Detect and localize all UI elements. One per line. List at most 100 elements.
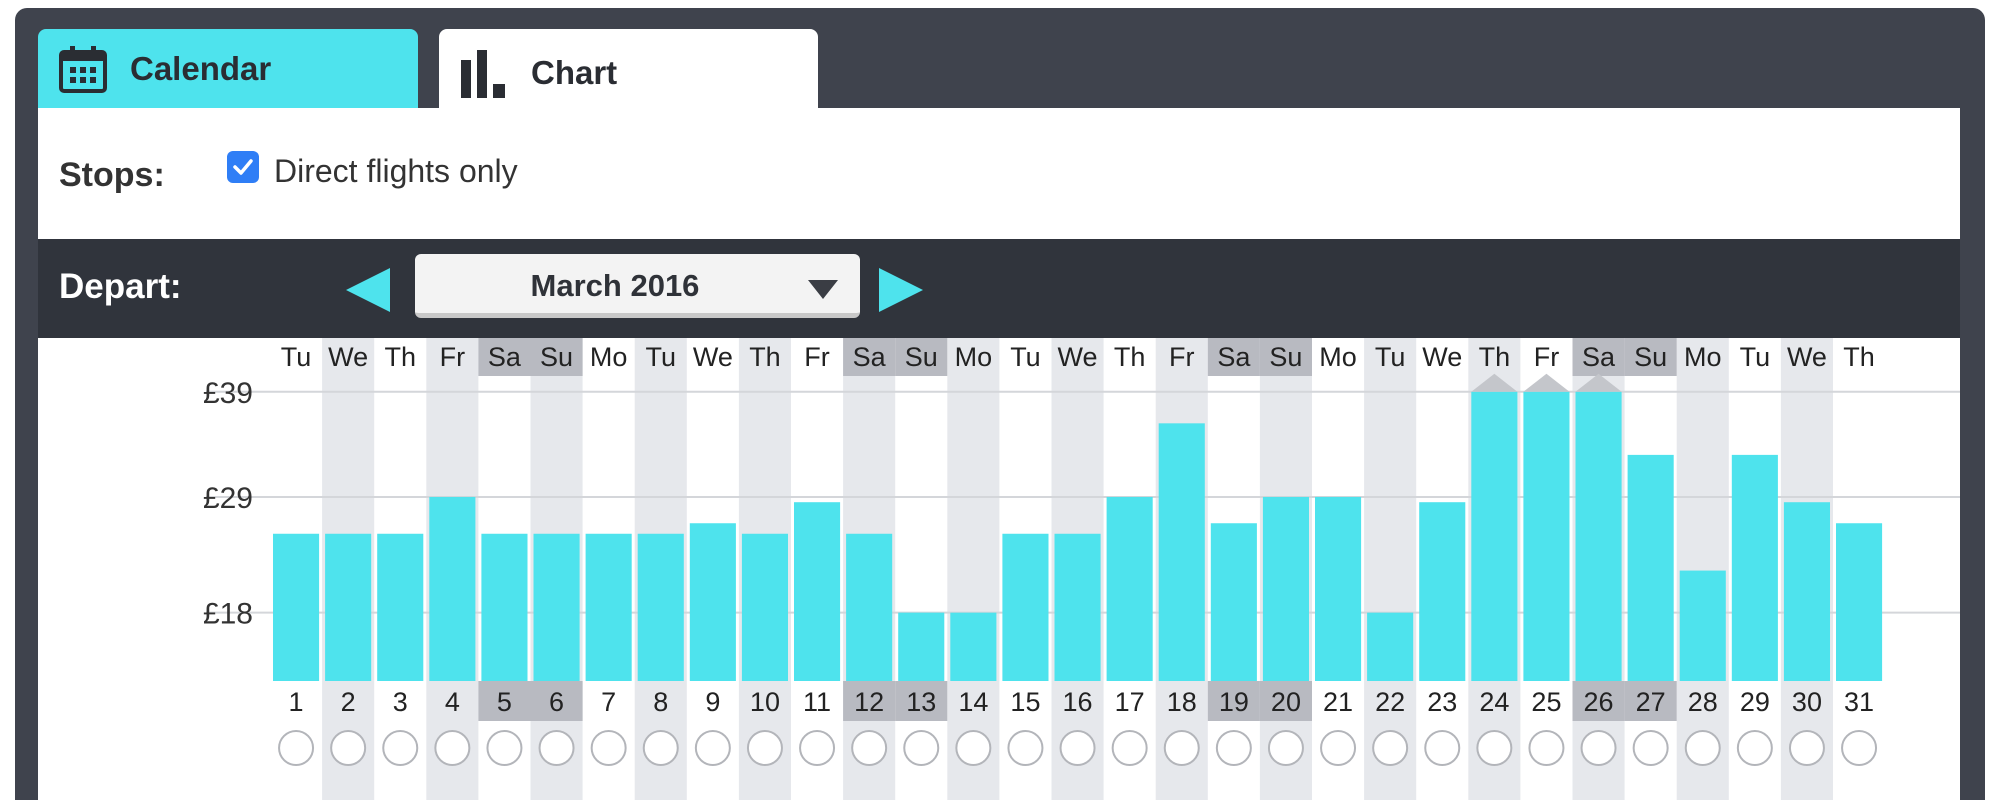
day-select-radio[interactable] [1841, 730, 1878, 766]
caret-down-icon [808, 280, 838, 299]
weekday-label: Th [1114, 342, 1146, 372]
price-bar[interactable] [689, 523, 736, 681]
weekday-label: Tu [1375, 342, 1406, 372]
day-number-label: 12 [854, 687, 884, 717]
day-number-label: 10 [750, 687, 780, 717]
day-select-radio[interactable] [1684, 730, 1721, 766]
price-bar[interactable] [1106, 496, 1153, 681]
day-number-label: 1 [289, 687, 304, 717]
price-bar[interactable] [1783, 502, 1830, 681]
weekend-day-shade [1572, 681, 1625, 721]
day-select-radio[interactable] [903, 730, 940, 766]
price-bar[interactable] [741, 533, 788, 681]
tab-chart-label: Chart [531, 54, 618, 91]
price-bar[interactable] [585, 533, 632, 681]
day-number-label: 20 [1271, 687, 1301, 717]
day-select-radio[interactable] [1632, 730, 1669, 766]
price-bar[interactable] [1731, 454, 1778, 681]
tab-chart[interactable]: Chart [439, 29, 818, 117]
day-number-label: 16 [1063, 687, 1093, 717]
direct-flights-label[interactable]: Direct flights only [274, 153, 518, 189]
day-select-radio[interactable] [278, 730, 315, 766]
price-bar[interactable] [1210, 523, 1257, 681]
day-select-radio[interactable] [1215, 730, 1252, 766]
price-bar[interactable] [429, 496, 476, 681]
weekday-label: Fr [804, 342, 829, 372]
calendar-icon [58, 44, 108, 94]
price-bar[interactable] [1002, 533, 1049, 681]
weekday-label: Tu [281, 342, 312, 372]
day-select-radio[interactable] [694, 730, 731, 766]
price-bar[interactable] [1158, 423, 1205, 681]
weekday-label: Su [905, 342, 938, 372]
day-select-radio[interactable] [1267, 730, 1304, 766]
price-bar[interactable] [533, 533, 580, 681]
day-select-radio[interactable] [486, 730, 523, 766]
depart-bar: Depart: March 2016 [38, 239, 1960, 338]
day-select-radio[interactable] [1424, 730, 1461, 766]
day-select-radio[interactable] [955, 730, 992, 766]
arrow-left-icon[interactable] [346, 268, 390, 312]
price-bar[interactable] [637, 533, 684, 681]
weekday-label: Mo [590, 342, 628, 372]
weekday-label: We [1422, 342, 1462, 372]
direct-flights-checkbox[interactable] [227, 151, 259, 183]
day-select-radio[interactable] [642, 730, 679, 766]
price-bar[interactable] [1471, 391, 1518, 681]
price-bar[interactable] [1054, 533, 1101, 681]
price-bar[interactable] [846, 533, 893, 681]
day-select-radio[interactable] [330, 730, 367, 766]
day-select-radio[interactable] [1580, 730, 1617, 766]
weekday-label: Mo [955, 342, 993, 372]
day-number-label: 30 [1792, 687, 1822, 717]
arrow-right-icon[interactable] [879, 268, 923, 312]
day-number-label: 8 [653, 687, 668, 717]
weekday-label: Su [540, 342, 573, 372]
day-select-radio[interactable] [851, 730, 888, 766]
price-bar[interactable] [325, 533, 372, 681]
day-select-radio[interactable] [590, 730, 627, 766]
month-select[interactable]: March 2016 [415, 254, 860, 318]
weekday-label: Fr [440, 342, 465, 372]
price-bar[interactable] [377, 533, 424, 681]
price-bar[interactable] [1523, 391, 1570, 681]
price-bar[interactable] [794, 502, 841, 681]
day-select-radio[interactable] [434, 730, 471, 766]
day-number-label: 11 [803, 687, 831, 717]
day-number-label: 29 [1740, 687, 1770, 717]
day-number-label: 28 [1688, 687, 1718, 717]
price-bar[interactable] [1419, 502, 1466, 681]
price-bar[interactable] [1836, 523, 1883, 681]
price-bar[interactable] [1575, 391, 1622, 681]
price-bar[interactable] [481, 533, 528, 681]
day-select-radio[interactable] [1788, 730, 1825, 766]
weekday-label: We [693, 342, 733, 372]
price-bar[interactable] [1627, 454, 1674, 681]
day-select-radio[interactable] [1736, 730, 1773, 766]
weekday-label: Sa [853, 342, 887, 372]
tab-calendar[interactable]: Calendar [38, 29, 418, 108]
weekday-label: We [328, 342, 368, 372]
day-select-radio[interactable] [1320, 730, 1357, 766]
day-number-label: 18 [1167, 687, 1197, 717]
price-bar[interactable] [898, 612, 945, 681]
day-select-radio[interactable] [1372, 730, 1409, 766]
day-select-radio[interactable] [382, 730, 419, 766]
day-select-radio[interactable] [1528, 730, 1565, 766]
day-select-radio[interactable] [799, 730, 836, 766]
day-select-radio[interactable] [746, 730, 783, 766]
price-bar[interactable] [950, 612, 997, 681]
day-select-radio[interactable] [1007, 730, 1044, 766]
day-select-radio[interactable] [1059, 730, 1096, 766]
weekend-day-shade [843, 681, 896, 721]
day-select-radio[interactable] [1163, 730, 1200, 766]
price-bar[interactable] [1315, 496, 1362, 681]
price-bar[interactable] [1262, 496, 1309, 681]
stops-label: Stops: [59, 156, 165, 194]
price-bar[interactable] [1367, 612, 1414, 681]
day-select-radio[interactable] [538, 730, 575, 766]
price-bar[interactable] [1679, 570, 1726, 681]
day-select-radio[interactable] [1111, 730, 1148, 766]
price-bar[interactable] [273, 533, 320, 681]
day-select-radio[interactable] [1476, 730, 1513, 766]
